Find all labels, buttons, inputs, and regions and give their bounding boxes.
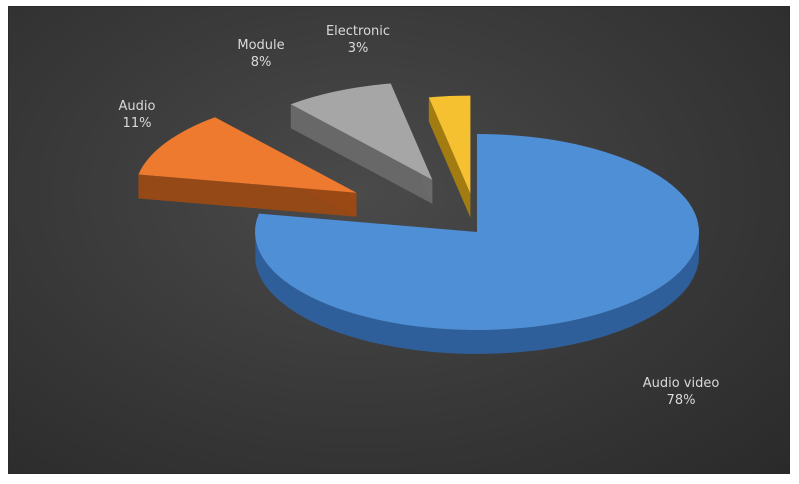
slice-percent-audio: 11% xyxy=(123,116,152,131)
slice-percent-module: 8% xyxy=(251,55,272,70)
pie-slice-side-audio-video xyxy=(255,230,699,354)
pie-slice-electronic xyxy=(428,95,471,194)
pie-slice-cut-audio-0 xyxy=(138,174,357,217)
slice-label-audio-video: Audio video xyxy=(643,376,720,391)
chart-area: Audio video 78% Audio 11% Module 8% Electronic… xyxy=(8,6,790,474)
pie-slice-audio-video xyxy=(254,134,700,330)
slice-percent-electronic: 3% xyxy=(348,41,369,56)
slice-label-module: Module xyxy=(237,38,284,53)
pie-chart: Audio video 78% Audio 11% Module 8% Electronic… xyxy=(119,24,720,408)
slice-percent-audio-video: 78% xyxy=(667,393,696,408)
slice-label-audio: Audio xyxy=(119,99,156,114)
pie-slice-cut-electronic-0 xyxy=(428,97,471,218)
pie-slice-cut-module-0 xyxy=(290,104,433,204)
pie-slice-audio xyxy=(138,117,357,193)
slice-label-electronic: Electronic xyxy=(326,24,390,39)
pie-slice-module xyxy=(290,83,433,180)
